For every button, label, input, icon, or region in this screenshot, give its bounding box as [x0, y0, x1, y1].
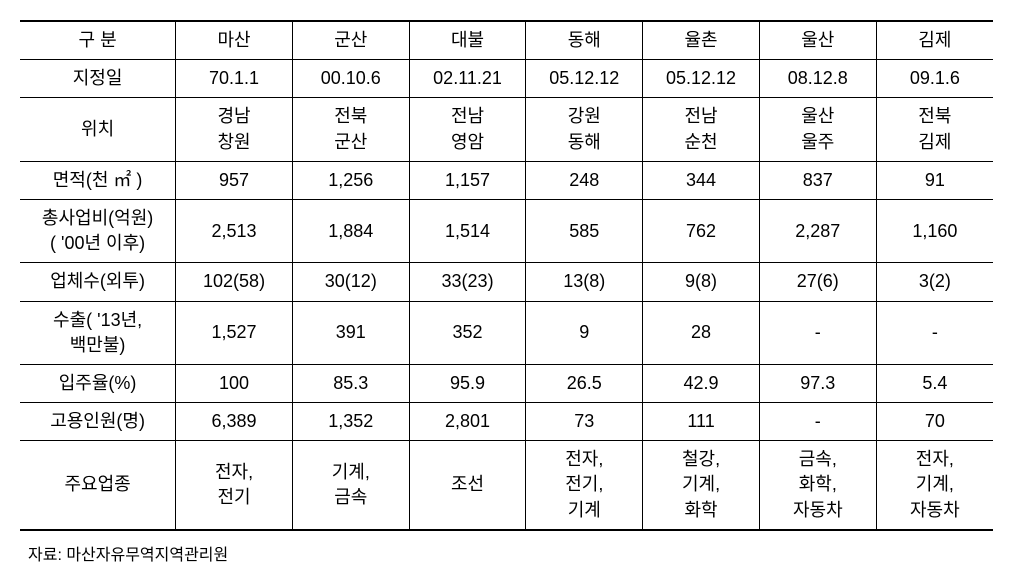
table-cell: 전자, 기계, 자동차	[876, 441, 993, 530]
table-cell: 금속, 화학, 자동차	[759, 441, 876, 530]
table-row: 위치경남 창원전북 군산전남 영암강원 동해전남 순천울산 울주전북 김제	[20, 98, 993, 161]
table-cell: 전북 김제	[876, 98, 993, 161]
table-cell: 경남 창원	[176, 98, 293, 161]
table-cell: 585	[526, 199, 643, 262]
column-header: 김제	[876, 21, 993, 60]
table-cell: 전남 순천	[643, 98, 760, 161]
row-label: 면적(천 ㎡ )	[20, 161, 176, 199]
table-cell: 1,527	[176, 301, 293, 364]
table-cell: 837	[759, 161, 876, 199]
table-cell: -	[759, 301, 876, 364]
row-label: 주요업종	[20, 441, 176, 530]
table-cell: 기계, 금속	[292, 441, 409, 530]
table-row: 고용인원(명)6,3891,3522,80173111-70	[20, 403, 993, 441]
column-header: 대불	[409, 21, 526, 60]
table-cell: 08.12.8	[759, 60, 876, 98]
table-cell: 1,514	[409, 199, 526, 262]
source-note: 자료: 마산자유무역지역관리원	[20, 541, 993, 565]
table-cell: 33(23)	[409, 263, 526, 301]
table-cell: 13(8)	[526, 263, 643, 301]
table-cell: 1,256	[292, 161, 409, 199]
column-header: 울산	[759, 21, 876, 60]
table-cell: 42.9	[643, 364, 760, 402]
table-body: 지정일70.1.100.10.602.11.2105.12.1205.12.12…	[20, 60, 993, 530]
table-cell: 28	[643, 301, 760, 364]
table-cell: -	[876, 301, 993, 364]
table-cell: 2,287	[759, 199, 876, 262]
table-row: 수출( '13년, 백만불)1,527391352928--	[20, 301, 993, 364]
row-label: 총사업비(억원) ( '00년 이후)	[20, 199, 176, 262]
table-cell: 391	[292, 301, 409, 364]
table-cell: 00.10.6	[292, 60, 409, 98]
table-cell: 73	[526, 403, 643, 441]
column-header: 구 분	[20, 21, 176, 60]
table-cell: 102(58)	[176, 263, 293, 301]
table-cell: 85.3	[292, 364, 409, 402]
table-cell: 70	[876, 403, 993, 441]
table-cell: 957	[176, 161, 293, 199]
table-cell: 02.11.21	[409, 60, 526, 98]
row-label: 수출( '13년, 백만불)	[20, 301, 176, 364]
table-cell: 5.4	[876, 364, 993, 402]
table-cell: 26.5	[526, 364, 643, 402]
table-cell: 248	[526, 161, 643, 199]
table-cell: 9(8)	[643, 263, 760, 301]
table-cell: 05.12.12	[526, 60, 643, 98]
column-header: 율촌	[643, 21, 760, 60]
table-cell: 6,389	[176, 403, 293, 441]
table-cell: 9	[526, 301, 643, 364]
column-header: 동해	[526, 21, 643, 60]
table-cell: 전자, 전기, 기계	[526, 441, 643, 530]
table-row: 주요업종전자, 전기기계, 금속조선전자, 전기, 기계철강, 기계, 화학금속…	[20, 441, 993, 530]
table-cell: 강원 동해	[526, 98, 643, 161]
table-cell: 울산 울주	[759, 98, 876, 161]
table-cell: 철강, 기계, 화학	[643, 441, 760, 530]
table-cell: 2,513	[176, 199, 293, 262]
row-label: 지정일	[20, 60, 176, 98]
column-header: 군산	[292, 21, 409, 60]
table-cell: 30(12)	[292, 263, 409, 301]
table-cell: 1,157	[409, 161, 526, 199]
table-cell: 조선	[409, 441, 526, 530]
table-cell: 전남 영암	[409, 98, 526, 161]
table-cell: 352	[409, 301, 526, 364]
table-cell: 70.1.1	[176, 60, 293, 98]
table-row: 면적(천 ㎡ )9571,2561,15724834483791	[20, 161, 993, 199]
table-row: 업체수(외투)102(58)30(12)33(23)13(8)9(8)27(6)…	[20, 263, 993, 301]
table-cell: 전자, 전기	[176, 441, 293, 530]
table-row: 지정일70.1.100.10.602.11.2105.12.1205.12.12…	[20, 60, 993, 98]
table-cell: 1,160	[876, 199, 993, 262]
table-cell: 27(6)	[759, 263, 876, 301]
table-cell: 3(2)	[876, 263, 993, 301]
row-label: 위치	[20, 98, 176, 161]
table-cell: 111	[643, 403, 760, 441]
table-cell: 95.9	[409, 364, 526, 402]
column-header: 마산	[176, 21, 293, 60]
table-cell: 1,884	[292, 199, 409, 262]
table-row: 입주율(%)10085.395.926.542.997.35.4	[20, 364, 993, 402]
table-cell: 762	[643, 199, 760, 262]
table-row: 총사업비(억원) ( '00년 이후)2,5131,8841,514585762…	[20, 199, 993, 262]
row-label: 입주율(%)	[20, 364, 176, 402]
table-cell: 05.12.12	[643, 60, 760, 98]
row-label: 업체수(외투)	[20, 263, 176, 301]
table-cell: 97.3	[759, 364, 876, 402]
table-cell: -	[759, 403, 876, 441]
table-cell: 09.1.6	[876, 60, 993, 98]
table-cell: 2,801	[409, 403, 526, 441]
table-cell: 전북 군산	[292, 98, 409, 161]
table-cell: 91	[876, 161, 993, 199]
row-label: 고용인원(명)	[20, 403, 176, 441]
table-cell: 100	[176, 364, 293, 402]
data-table: 구 분 마산 군산 대불 동해 율촌 울산 김제 지정일70.1.100.10.…	[20, 20, 993, 531]
table-cell: 1,352	[292, 403, 409, 441]
table-cell: 344	[643, 161, 760, 199]
table-header-row: 구 분 마산 군산 대불 동해 율촌 울산 김제	[20, 21, 993, 60]
